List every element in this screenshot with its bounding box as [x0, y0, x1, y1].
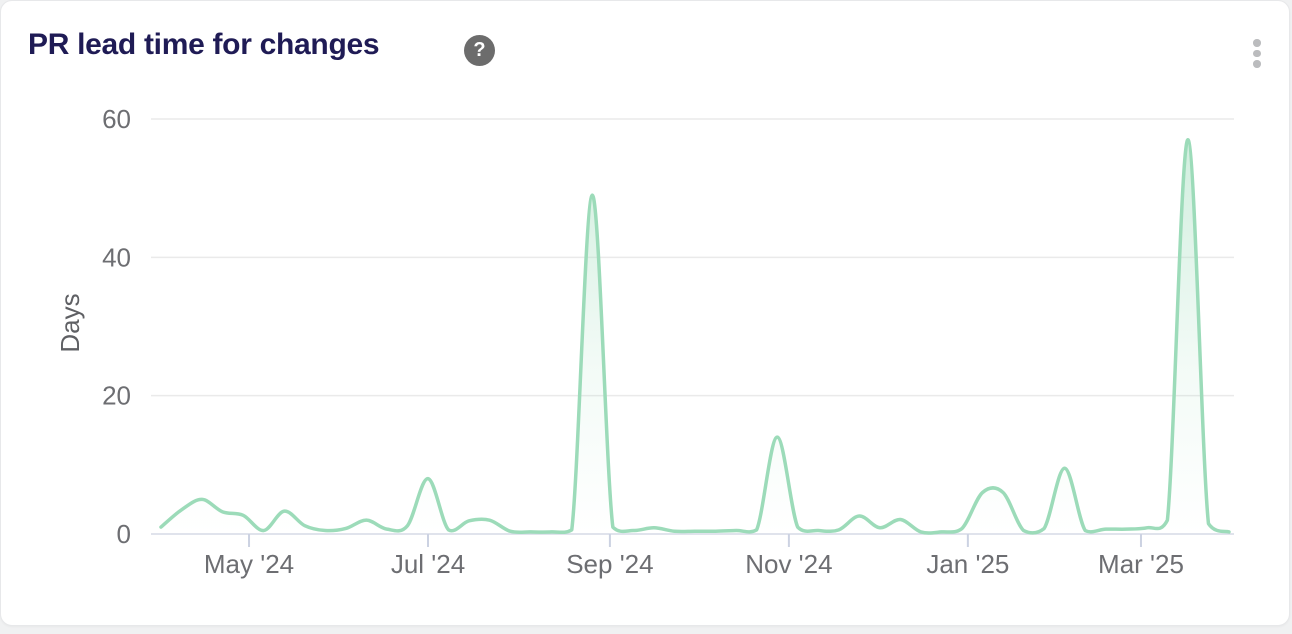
- kebab-dot: [1253, 39, 1261, 47]
- svg-text:Nov '24: Nov '24: [745, 549, 832, 579]
- question-mark-glyph: ?: [473, 39, 486, 61]
- svg-text:20: 20: [102, 381, 131, 411]
- lead-time-area-chart[interactable]: 0 20 40 60 May '24 Jul '24 Sep '24 Nov '24 Jan '…: [1, 1, 1289, 623]
- help-icon[interactable]: ?: [464, 35, 495, 66]
- kebab-menu-icon[interactable]: [1247, 37, 1267, 70]
- svg-text:0: 0: [117, 519, 131, 549]
- svg-text:Jul '24: Jul '24: [391, 549, 465, 579]
- svg-text:Mar '25: Mar '25: [1098, 549, 1184, 579]
- page-title: PR lead time for changes: [28, 28, 380, 61]
- svg-text:40: 40: [102, 242, 131, 272]
- svg-text:Days: Days: [55, 293, 85, 352]
- kebab-dot: [1253, 49, 1261, 57]
- svg-text:Sep '24: Sep '24: [566, 549, 653, 579]
- svg-text:60: 60: [102, 104, 131, 134]
- svg-text:May '24: May '24: [204, 549, 294, 579]
- svg-text:Jan '25: Jan '25: [926, 549, 1009, 579]
- kebab-dot: [1253, 60, 1261, 68]
